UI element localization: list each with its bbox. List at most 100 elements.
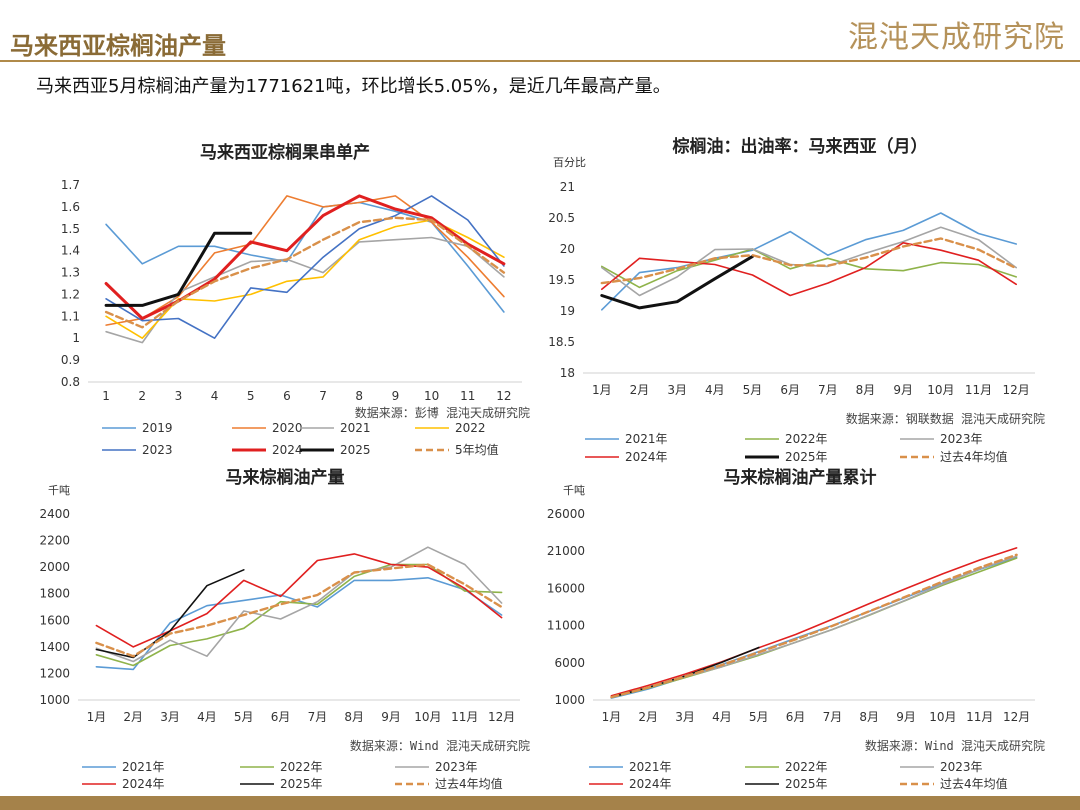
legend-label: 2021年 <box>122 760 165 774</box>
legend-label: 2021年 <box>629 760 672 774</box>
x-tick-label: 6月 <box>780 383 800 397</box>
x-tick-label: 8月 <box>856 383 876 397</box>
source-note: 数据来源：彭博 混沌天成研究院 <box>355 405 530 420</box>
x-tick-label: 2月 <box>638 710 658 724</box>
x-tick-label: 6 <box>283 389 291 403</box>
legend-label: 2024年 <box>122 777 165 791</box>
series-line-6 <box>104 231 253 307</box>
legend-label: 过去4年均值 <box>435 776 503 791</box>
x-tick-label: 9月 <box>896 710 916 724</box>
y-axis-unit: 千吨 <box>563 484 585 497</box>
y-tick-label: 1800 <box>39 587 70 601</box>
x-tick-label: 5月 <box>743 383 763 397</box>
legend-label: 2023年 <box>940 432 983 446</box>
chart-panel-oil-extraction-rate: 棕榈油：出油率：马来西亚（月） 百分比 18 18.5 19 19.5 20 20.5 21 1月… <box>545 130 1055 465</box>
legend-label: 2022年 <box>280 760 323 774</box>
x-tick-label: 9月 <box>381 710 401 724</box>
series-line-1 <box>95 563 503 667</box>
y-tick-label: 1000 <box>554 693 585 707</box>
x-tick-label: 11月 <box>966 710 993 724</box>
chart-panel-cumulative-output: 马来棕榈油产量累计 千吨 1000 6000 11000 16000 21000 26000 1… <box>545 462 1055 796</box>
chart-title: 马来棕榈油产量累计 <box>724 467 877 488</box>
x-tick-label: 10月 <box>927 383 954 397</box>
y-tick-label: 1 <box>72 331 80 345</box>
series-line-3 <box>601 242 1017 297</box>
y-tick-label: 2200 <box>39 534 70 548</box>
y-tick-label: 11000 <box>547 619 585 633</box>
x-tick-label: 2 <box>138 389 146 403</box>
x-tick-label: 3月 <box>667 383 687 397</box>
y-tick-label: 21 <box>560 180 575 194</box>
x-tick-label: 6月 <box>786 710 806 724</box>
chart-title: 棕榈油：出油率：马来西亚（月） <box>673 136 928 157</box>
legend-label: 2024年 <box>625 450 668 464</box>
legend-label: 2024年 <box>629 777 672 791</box>
x-tick-label: 9 <box>392 389 400 403</box>
page-header: 马来西亚棕榈油产量 混沌天成研究院 <box>0 0 1080 62</box>
series-line-1 <box>601 248 1017 289</box>
header-divider <box>0 60 1080 62</box>
x-tick-label: 10月 <box>929 710 956 724</box>
y-tick-label: 1.4 <box>61 244 80 258</box>
y-tick-label: 1.7 <box>61 178 80 192</box>
x-tick-label: 11月 <box>965 383 992 397</box>
y-tick-label: 20.5 <box>548 211 575 225</box>
x-tick-label: 1 <box>102 389 110 403</box>
series-line-2 <box>95 546 503 663</box>
legend-label: 2023年 <box>940 760 983 774</box>
x-tick-label: 12月 <box>1003 383 1030 397</box>
x-tick-label: 8 <box>355 389 363 403</box>
x-tick-label: 4月 <box>705 383 725 397</box>
x-tick-label: 9月 <box>893 383 913 397</box>
y-tick-label: 19 <box>560 304 575 318</box>
series-line-4 <box>600 254 754 310</box>
series-line-4 <box>105 195 505 339</box>
y-tick-label: 1000 <box>39 693 70 707</box>
y-tick-label: 1.6 <box>61 200 80 214</box>
legend-label: 2025年 <box>785 777 828 791</box>
y-axis-unit: 千吨 <box>48 484 70 497</box>
x-tick-label: 4 <box>211 389 219 403</box>
source-note: 数据来源：Wind 混沌天成研究院 <box>865 738 1045 753</box>
x-tick-label: 4月 <box>197 710 217 724</box>
legend-label: 2023 <box>142 443 173 457</box>
x-tick-label: 1月 <box>592 383 612 397</box>
series-line-0 <box>95 577 503 671</box>
x-tick-label: 12月 <box>488 710 515 724</box>
x-tick-label: 10月 <box>414 710 441 724</box>
x-tick-label: 2月 <box>630 383 650 397</box>
series-line-2 <box>105 236 505 344</box>
series-line-5 <box>104 194 506 320</box>
source-note: 数据来源：Wind 混沌天成研究院 <box>350 738 530 753</box>
x-tick-label: 7 <box>319 389 327 403</box>
series-line-4 <box>95 569 245 659</box>
legend-label: 2025 <box>340 443 371 457</box>
y-tick-label: 0.8 <box>61 375 80 389</box>
series-line-3 <box>95 553 503 648</box>
series-line-7 <box>104 216 506 329</box>
y-tick-label: 1.1 <box>61 309 80 323</box>
x-tick-label: 3 <box>175 389 183 403</box>
legend-label: 2022年 <box>785 760 828 774</box>
brand-logo: 混沌天成研究院 <box>848 20 1065 55</box>
page-title: 马来西亚棕榈油产量 <box>10 31 226 60</box>
x-tick-label: 2月 <box>123 710 143 724</box>
x-tick-label: 7月 <box>308 710 328 724</box>
legend-label: 2025年 <box>280 777 323 791</box>
y-tick-label: 18.5 <box>548 335 575 349</box>
x-tick-label: 5 <box>247 389 255 403</box>
y-tick-label: 18 <box>560 366 575 380</box>
chart-oil-extraction-rate: 棕榈油：出油率：马来西亚（月） 百分比 18 18.5 19 19.5 20 20.5 21 1月… <box>548 136 1045 464</box>
legend-label: 2024 <box>272 443 303 457</box>
y-tick-label: 1.5 <box>61 222 80 236</box>
x-tick-label: 5月 <box>749 710 769 724</box>
y-tick-label: 2000 <box>39 560 70 574</box>
legend-label: 过去4年均值 <box>940 776 1008 791</box>
chart-panel-monthly-output: 马来棕榈油产量 千吨 1000 1200 1400 1600 1800 2000 2200 240… <box>30 462 540 796</box>
chart-panel-fruit-yield: 马来西亚棕榈果串单产 0.8 0.9 1 1.1 1.2 1.3 1.4 1.5 1.6 1.7 1 2… <box>30 130 540 465</box>
y-tick-label: 1600 <box>39 613 70 627</box>
legend-label: 2020 <box>272 421 303 435</box>
x-tick-label: 8月 <box>344 710 364 724</box>
